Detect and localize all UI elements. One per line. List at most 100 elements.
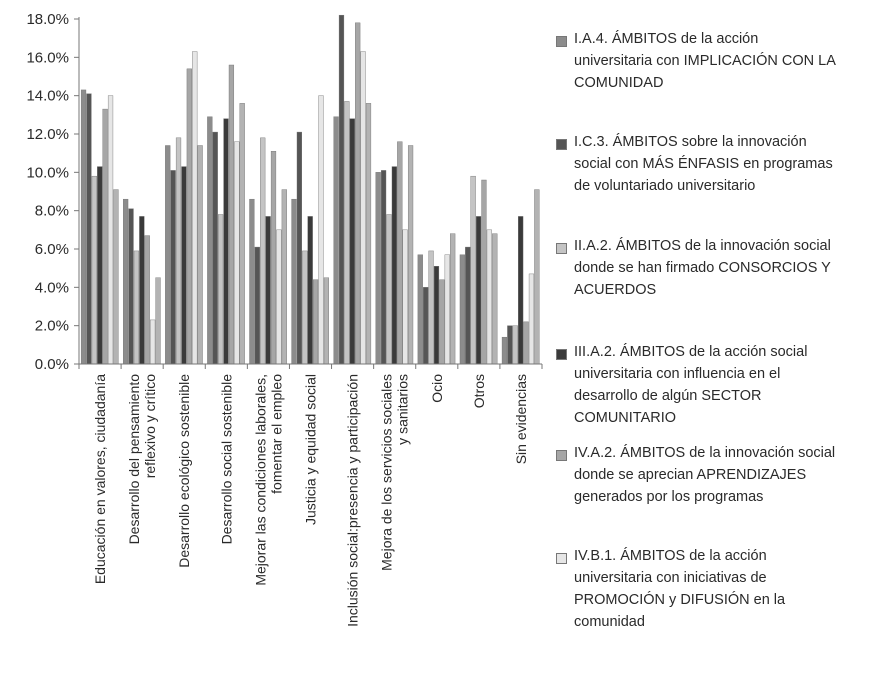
bar: [296, 131, 303, 365]
bar: [270, 151, 277, 365]
bar: [123, 198, 129, 365]
bar: [528, 273, 535, 365]
x-tick-label: Sin evidencias: [513, 374, 529, 464]
bar: [197, 145, 203, 365]
bar: [107, 95, 114, 365]
y-tick-label: 10.0%: [26, 164, 69, 181]
bar: [444, 254, 450, 365]
bar: [128, 208, 134, 365]
legend-swatch-3: [556, 243, 567, 254]
bar: [254, 246, 260, 365]
legend-label-6: IV.B.1. ÁMBITOS de la acción universitar…: [574, 545, 874, 633]
x-tick-label: Justicia y equidad social: [303, 374, 319, 525]
bar: [260, 137, 266, 365]
bar: [338, 14, 345, 365]
bar: [507, 325, 513, 365]
bar: [228, 64, 235, 365]
legend-line: III.A.2. ÁMBITOS de la acción social: [574, 344, 808, 360]
bar: [150, 319, 156, 365]
x-tick-label: Mejora de los servicios sociales: [379, 374, 395, 571]
y-tick-label: 6.0%: [35, 241, 69, 258]
bar: [397, 141, 403, 365]
y-tick-label: 16.0%: [26, 49, 69, 66]
legend-swatch-6: [556, 553, 567, 564]
bar: [97, 166, 103, 365]
legend-line: donde se aprecian APRENDIZAJES: [574, 467, 807, 483]
bar: [486, 229, 492, 365]
bar: [355, 22, 361, 365]
bar: [423, 287, 429, 365]
bar: [307, 216, 313, 365]
y-tick-label: 14.0%: [26, 88, 69, 105]
bar: [207, 116, 213, 365]
bar: [113, 189, 119, 365]
bar: [391, 166, 397, 365]
legend-line: universitaria con influencia en el: [574, 366, 781, 382]
legend-line: IV.B.1. ÁMBITOS de la acción: [574, 548, 767, 564]
legend-line: universitaria con IMPLICACIÓN CON LA: [574, 53, 836, 69]
bar: [86, 93, 92, 365]
bar: [523, 321, 529, 365]
bar: [470, 175, 476, 365]
y-tick-label: 2.0%: [35, 318, 69, 335]
legend-line: IV.A.2. ÁMBITOS de la innovación social: [574, 445, 836, 461]
bar: [465, 246, 471, 365]
bar: [386, 214, 392, 365]
legend-swatch-5: [556, 450, 567, 461]
bar: [475, 216, 482, 365]
legend-swatch-1: [556, 36, 567, 47]
bar: [291, 198, 297, 365]
legend-line: comunidad: [574, 614, 645, 630]
bar: [212, 131, 218, 365]
bar: [165, 145, 171, 365]
bar: [450, 233, 456, 365]
x-tick-label: y sanitarios: [395, 374, 411, 445]
bar: [302, 250, 308, 365]
bar: [133, 250, 140, 365]
bar: [281, 189, 287, 365]
legend-swatch-4: [556, 349, 567, 360]
bar: [518, 216, 524, 365]
bar: [481, 179, 487, 365]
x-tick-label: Educación en valores, ciudadanía: [92, 374, 108, 584]
bar: [439, 279, 445, 365]
bar: [139, 216, 145, 365]
x-tick-label: Desarrollo del pensamiento: [126, 374, 142, 545]
x-tick-label: Mejorar las condiciones laborales,: [252, 374, 268, 586]
x-tick-label: Inclusión social:presencia y participaci…: [345, 374, 361, 627]
bar: [501, 336, 508, 365]
legend-label-2: I.C.3. ÁMBITOS sobre la innovación socia…: [574, 131, 874, 197]
bar: [402, 229, 408, 365]
bar: [349, 118, 355, 365]
bar: [181, 166, 187, 365]
bar: [534, 189, 540, 365]
bar: [375, 172, 381, 365]
x-tick-label: Otros: [471, 374, 487, 408]
y-tick-label: 12.0%: [26, 126, 69, 143]
x-tick-label: Ocio: [429, 374, 445, 403]
x-tick-label: Desarrollo ecológico sostenible: [176, 374, 192, 568]
bar: [417, 254, 423, 365]
bar: [265, 216, 271, 365]
bar: [239, 103, 245, 365]
bar: [459, 254, 465, 365]
bar: [223, 118, 229, 365]
bar: [91, 175, 97, 365]
legend-label-4: III.A.2. ÁMBITOS de la acción social uni…: [574, 341, 874, 429]
bar: [492, 233, 498, 365]
legend-line: universitaria con iniciativas de: [574, 570, 767, 586]
x-tick-label: reflexivo y crítico: [142, 374, 158, 478]
bar: [192, 51, 198, 365]
bar: [155, 277, 161, 365]
legend-line: COMUNITARIO: [574, 410, 677, 426]
bar: [249, 198, 255, 365]
legend-line: de voluntariado universitario: [574, 178, 756, 194]
y-tick-label: 0.0%: [35, 356, 69, 373]
bar: [407, 145, 414, 365]
legend-label-5: IV.A.2. ÁMBITOS de la innovación social …: [574, 442, 874, 508]
bar: [323, 277, 330, 365]
bar: [175, 137, 182, 365]
bar: [380, 170, 387, 365]
legend-line: COMUNIDAD: [574, 75, 664, 91]
